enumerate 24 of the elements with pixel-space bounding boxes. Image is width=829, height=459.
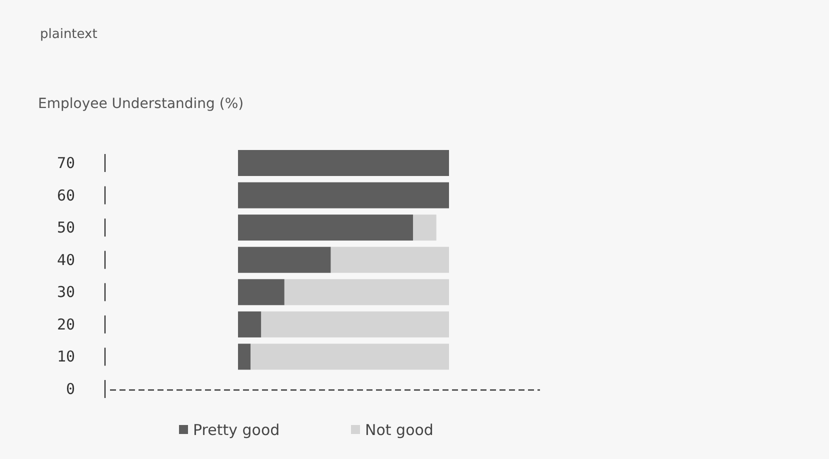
bar <box>238 279 284 306</box>
y-tick-label: 30 <box>56 283 75 302</box>
bar <box>284 279 449 306</box>
y-tick-label: 0 <box>66 380 75 398</box>
chart-title: Employee Understanding (%) <box>38 96 244 112</box>
bar <box>238 246 331 273</box>
bar <box>330 246 449 273</box>
y-tick-label: 70 <box>56 154 75 172</box>
bar <box>238 182 449 208</box>
text: plaintext <box>40 27 98 42</box>
legend-label: Not good <box>365 421 434 439</box>
y-tick-label: 60 <box>56 186 75 204</box>
bar <box>238 150 449 176</box>
legend-label: Pretty good <box>193 421 280 439</box>
y-tick-label: 50 <box>56 218 75 237</box>
bar <box>238 344 251 370</box>
y-tick-label: 20 <box>56 315 75 334</box>
bar <box>413 214 436 241</box>
bar <box>238 214 414 241</box>
bar <box>238 311 262 338</box>
y-tick-label: 40 <box>56 250 75 269</box>
y-tick-label: 10 <box>56 348 75 366</box>
bar <box>250 344 449 370</box>
bar <box>261 311 449 338</box>
